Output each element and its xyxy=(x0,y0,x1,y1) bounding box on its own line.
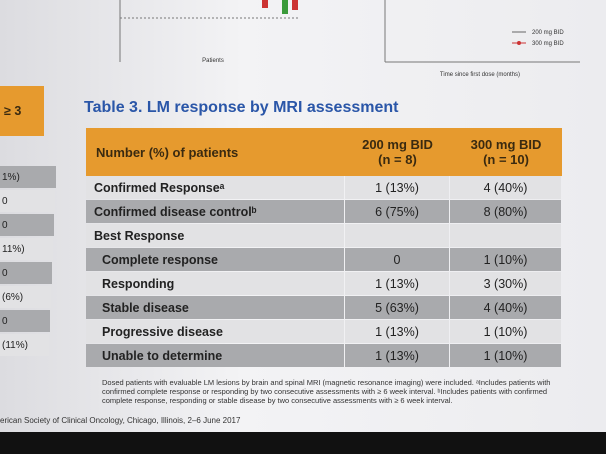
row-cell xyxy=(345,224,449,247)
column-header: Number (%) of patients xyxy=(86,128,345,176)
left-cell: (11%) xyxy=(0,334,49,356)
row-cell: 1 (13%) xyxy=(345,320,449,343)
row-cell: 4 (40%) xyxy=(450,296,561,319)
header-line: Number (%) of patients xyxy=(96,144,239,160)
legend-marker xyxy=(517,41,521,45)
header-line: (n = 8) xyxy=(378,152,417,167)
screen-edge xyxy=(0,432,606,454)
left-cell: 0 xyxy=(0,214,54,236)
top-charts: Patients Time since first dose (months) … xyxy=(119,0,580,78)
bar-fragment xyxy=(262,0,268,8)
header-line: 300 mg BID xyxy=(470,137,542,152)
table-title: Table 3. LM response by MRI assessment xyxy=(84,99,399,116)
row-label: Complete response xyxy=(86,248,344,271)
row-cell xyxy=(450,224,561,247)
left-cell: 0 xyxy=(0,262,52,284)
x-label: Time since first dose (months) xyxy=(440,72,520,78)
footer: erican Society of Clinical Oncology, Chi… xyxy=(0,416,241,425)
row-label: Best Response xyxy=(86,224,344,247)
slide: Patients Time since first dose (months) … xyxy=(0,0,606,432)
row-label: Unable to determine xyxy=(86,344,344,367)
bar-fragment xyxy=(292,0,298,10)
row-cell: 1 (13%) xyxy=(345,272,449,295)
row-cell: 1 (10%) xyxy=(450,344,561,367)
row-cell: 1 (13%) xyxy=(345,176,449,199)
legend-label: 300 mg BID xyxy=(532,41,564,47)
row-cell: 0 xyxy=(345,248,449,271)
bar-fragment xyxy=(282,0,288,14)
column-header: 300 mg BID (n = 10) xyxy=(450,128,562,176)
left-cell: (6%) xyxy=(0,286,51,308)
row-cell: 4 (40%) xyxy=(450,176,561,199)
row-cell: 3 (30%) xyxy=(450,272,561,295)
row-cell: 1 (10%) xyxy=(450,320,561,343)
legend-label: 200 mg BID xyxy=(532,30,564,36)
column-header: 200 mg BID (n = 8) xyxy=(345,128,450,176)
row-label: Progressive disease xyxy=(86,320,344,343)
row-label: Confirmed Responseᵃ xyxy=(86,176,344,199)
row-cell: 6 (75%) xyxy=(345,200,449,223)
footnote: Dosed patients with evaluable LM lesions… xyxy=(102,378,551,405)
x-label: Patients xyxy=(202,58,224,64)
left-cell: 0 xyxy=(0,190,55,212)
left-header: ≥ 3 xyxy=(0,86,44,136)
row-label: Stable disease xyxy=(86,296,344,319)
header-line: (n = 10) xyxy=(483,152,529,167)
row-cell: 1 (10%) xyxy=(450,248,561,271)
left-cell: 0 xyxy=(0,310,50,332)
row-label: Responding xyxy=(86,272,344,295)
row-cell: 5 (63%) xyxy=(345,296,449,319)
left-cell: 1%) xyxy=(0,166,56,188)
left-cell: 11%) xyxy=(0,238,53,260)
header-line: 200 mg BID xyxy=(362,137,433,152)
row-cell: 8 (80%) xyxy=(450,200,561,223)
row-label: Confirmed disease controlᵇ xyxy=(86,200,344,223)
row-cell: 1 (13%) xyxy=(345,344,449,367)
